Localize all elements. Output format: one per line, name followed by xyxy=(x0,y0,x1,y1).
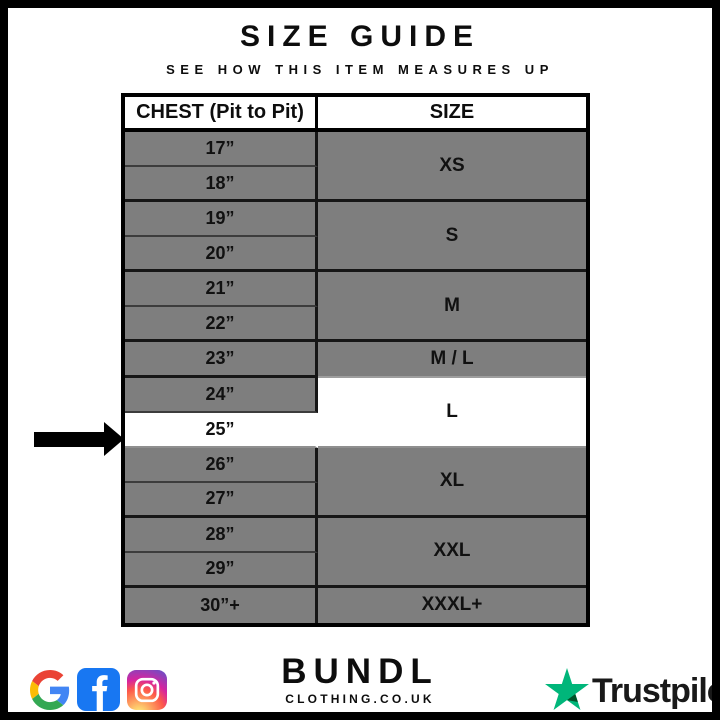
brand-name: BUNDL xyxy=(281,652,439,691)
arrow-head xyxy=(104,422,124,456)
indicator-arrow-icon xyxy=(34,422,124,456)
column-header-chest: CHEST (Pit to Pit) xyxy=(125,97,318,128)
table-body: 17” 18” 19” 20” 21” 22” 23” 24” 25” 26” … xyxy=(125,132,586,623)
size-cell-xl: XL xyxy=(318,447,586,518)
table-header-row: CHEST (Pit to Pit) SIZE xyxy=(125,97,586,132)
size-cell-xxl: XXL xyxy=(318,517,586,588)
arrow-shaft xyxy=(34,431,104,447)
chest-cell-20: 20” xyxy=(125,237,318,273)
size-cell-xxxl-plus: XXXL+ xyxy=(318,587,586,623)
size-cell-m: M xyxy=(318,272,586,343)
facebook-icon xyxy=(77,668,120,712)
brand-domain: CLOTHING.CO.UK xyxy=(285,692,435,706)
social-icons xyxy=(30,668,167,713)
chest-cell-27: 27” xyxy=(125,482,318,518)
trustpilot-logo: Trustpilot xyxy=(545,668,712,712)
trustpilot-star-icon xyxy=(545,668,589,712)
size-cell-s: S xyxy=(318,202,586,273)
chest-cell-29: 29” xyxy=(125,552,318,588)
size-table: CHEST (Pit to Pit) SIZE 17” 18” 19” 20” … xyxy=(121,93,590,627)
chest-cell-19: 19” xyxy=(125,202,318,238)
chest-cell-17: 17” xyxy=(125,132,318,168)
page-subtitle: SEE HOW THIS ITEM MEASURES UP xyxy=(166,62,554,77)
trustpilot-label: Trustpilot xyxy=(592,672,712,710)
size-cell-m-l: M / L xyxy=(318,342,586,378)
chest-cell-25-highlighted: 25” xyxy=(125,412,318,448)
chest-cell-26: 26” xyxy=(125,447,318,483)
chest-cell-23: 23” xyxy=(125,342,318,378)
google-icon xyxy=(30,669,70,713)
chest-cell-30-plus: 30”+ xyxy=(125,587,318,623)
chest-cell-24: 24” xyxy=(125,377,318,413)
chest-cell-28: 28” xyxy=(125,517,318,553)
column-header-size: SIZE xyxy=(429,101,475,123)
page-title: SIZE GUIDE xyxy=(239,20,481,53)
chest-cell-18: 18” xyxy=(125,167,318,203)
size-cell-l-highlighted: L xyxy=(318,377,586,448)
size-cell-xs: XS xyxy=(318,132,586,203)
brand-logo: BUNDL CLOTHING.CO.UK xyxy=(281,652,439,707)
chest-cell-21: 21” xyxy=(125,272,318,308)
chest-cell-22: 22” xyxy=(125,307,318,343)
instagram-icon xyxy=(127,669,167,713)
